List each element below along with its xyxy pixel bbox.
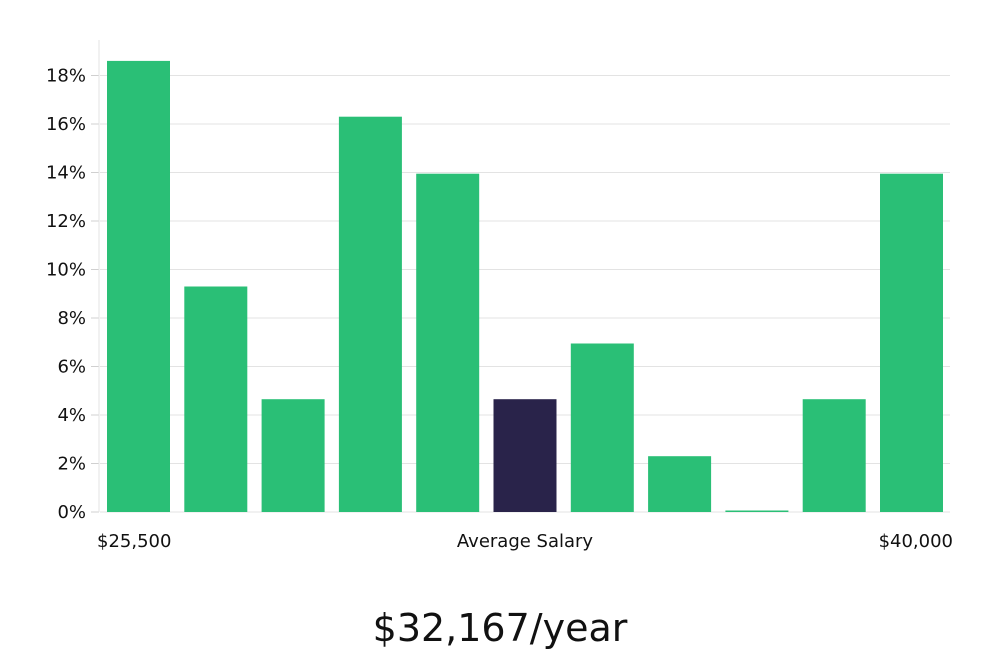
y-tick-label-18: 18% (46, 66, 86, 87)
salary-histogram: 0% 2% 4% 6% 8% 10% 12% 14% 16% 18% $25,500 Averag… (46, 40, 953, 552)
average-salary-headline: $32,167/year (372, 606, 628, 650)
bars (107, 60, 943, 513)
bar-7 (570, 343, 634, 512)
bar-1 (107, 60, 170, 513)
bar-9 (725, 510, 789, 512)
bar-11 (880, 173, 943, 512)
y-tick-label-16: 16% (46, 114, 86, 135)
bar-average-salary (493, 399, 557, 512)
y-tick-label-4: 4% (57, 405, 86, 426)
y-tick-label-10: 10% (46, 260, 86, 281)
y-tick-label-0: 0% (57, 502, 86, 523)
bar-8 (648, 456, 712, 512)
bar-5 (416, 173, 480, 512)
y-tick-label-14: 14% (46, 163, 86, 184)
bar-3 (261, 399, 325, 512)
x-axis-title: Average Salary (457, 531, 594, 552)
bar-4 (338, 116, 402, 512)
x-label-max: $40,000 (879, 531, 953, 552)
bar-10 (802, 399, 866, 512)
y-tick-label-2: 2% (57, 454, 86, 475)
x-label-min: $25,500 (97, 531, 171, 552)
y-tick-label-6: 6% (57, 357, 86, 378)
y-tick-label-12: 12% (46, 211, 86, 232)
bar-2 (184, 286, 248, 512)
y-axis-ticks: 0% 2% 4% 6% 8% 10% 12% 14% 16% 18% (46, 66, 99, 523)
y-tick-label-8: 8% (57, 308, 86, 329)
